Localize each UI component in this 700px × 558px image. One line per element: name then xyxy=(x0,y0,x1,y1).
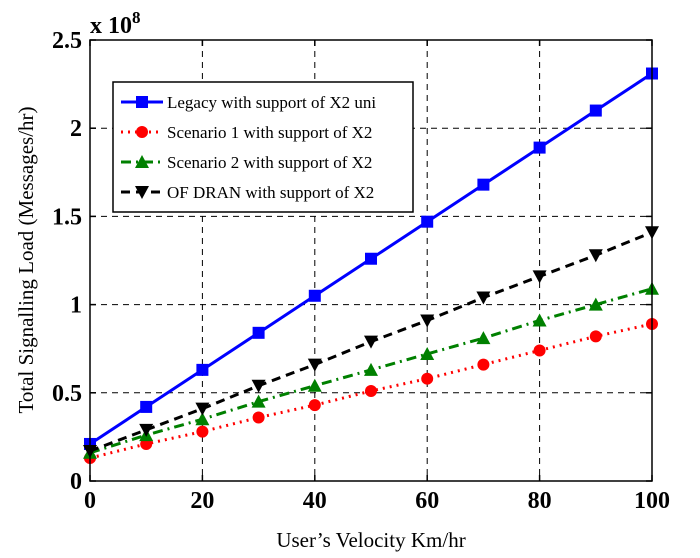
y-tick-label: 2 xyxy=(70,116,82,142)
legend-box xyxy=(112,81,414,213)
legend-marker xyxy=(135,155,149,168)
data-point xyxy=(308,399,321,412)
legend-label: Scenario 1 with support of X2 xyxy=(167,123,372,142)
data-point xyxy=(365,252,377,265)
series-layer xyxy=(83,67,659,465)
data-point xyxy=(420,314,435,328)
x-tick-label: 100 xyxy=(634,488,670,514)
data-point xyxy=(251,394,266,408)
data-point xyxy=(533,141,546,154)
axis-ticks: 0 20 40 60 80 100 0 0.5 1 1.5 2 2.5 xyxy=(52,28,670,514)
data-point xyxy=(532,270,547,284)
x-tick-label: 60 xyxy=(415,488,439,514)
data-point xyxy=(195,402,210,416)
data-point xyxy=(365,385,377,398)
series-4 xyxy=(83,226,659,459)
data-point xyxy=(364,335,378,349)
data-point xyxy=(476,331,491,345)
data-point xyxy=(139,423,154,437)
data-point xyxy=(588,249,603,263)
y-multiplier-exponent: 8 xyxy=(132,8,141,27)
legend-item: Scenario 2 with support of X2 xyxy=(121,153,372,172)
y-tick-label: 1.5 xyxy=(52,204,82,230)
y-tick-label: 0 xyxy=(70,469,82,495)
legend-label: Legacy with support of X2 uni xyxy=(167,93,376,112)
data-point xyxy=(420,346,435,360)
y-multiplier: x 108 xyxy=(90,8,141,39)
data-point xyxy=(196,363,209,376)
data-point xyxy=(195,412,210,426)
data-point xyxy=(307,378,322,392)
data-point xyxy=(307,358,322,372)
data-point xyxy=(421,215,434,228)
data-point xyxy=(308,289,321,302)
data-point xyxy=(364,362,378,376)
y-axis-label: Total Signalling Load (Messages/hr) xyxy=(14,106,38,413)
x-tick-label: 80 xyxy=(528,488,552,514)
data-point xyxy=(252,411,265,424)
data-point xyxy=(477,178,490,191)
data-point xyxy=(589,104,602,117)
data-point xyxy=(476,291,491,305)
data-point xyxy=(588,297,603,311)
data-point xyxy=(533,344,546,357)
legend: Legacy with support of X2 uni Scenario 1 … xyxy=(112,81,414,213)
data-point xyxy=(196,425,209,438)
legend-label: Scenario 2 with support of X2 xyxy=(167,153,372,172)
legend-item: Scenario 1 with support of X2 xyxy=(121,123,372,142)
x-tick-label: 40 xyxy=(303,488,327,514)
data-point xyxy=(421,372,434,385)
y-tick-label: 1 xyxy=(70,293,82,319)
data-point xyxy=(252,326,265,339)
data-point xyxy=(589,330,602,343)
x-tick-label: 20 xyxy=(190,488,214,514)
legend-marker xyxy=(136,126,148,138)
legend-marker xyxy=(135,186,149,199)
legend-item: Legacy with support of X2 uni xyxy=(121,93,376,112)
legend-label: OF DRAN with support of X2 xyxy=(167,183,374,202)
data-point xyxy=(532,313,547,327)
data-point xyxy=(251,379,266,393)
plot-frame xyxy=(89,39,653,482)
data-point xyxy=(140,400,153,413)
series-1 xyxy=(84,67,658,450)
y-tick-label: 0.5 xyxy=(52,381,82,407)
legend-item: OF DRAN with support of X2 xyxy=(121,183,374,202)
legend-marker xyxy=(136,96,148,108)
data-point xyxy=(477,358,490,371)
y-tick-label: 2.5 xyxy=(52,28,82,54)
x-axis-label: User’s Velocity Km/hr xyxy=(276,528,465,552)
x-tick-label: 0 xyxy=(84,488,96,514)
